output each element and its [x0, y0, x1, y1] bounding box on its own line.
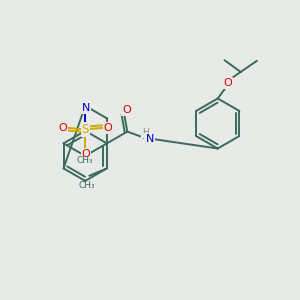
Text: N: N [146, 134, 154, 144]
Text: O: O [223, 78, 232, 88]
Text: H: H [142, 128, 149, 137]
Text: O: O [81, 148, 90, 158]
Text: S: S [82, 123, 89, 136]
Text: O: O [122, 105, 131, 115]
Text: CH₃: CH₃ [79, 181, 95, 190]
Text: CH₃: CH₃ [77, 156, 94, 165]
Text: O: O [104, 123, 112, 133]
Text: N: N [82, 103, 90, 113]
Text: O: O [58, 123, 67, 133]
